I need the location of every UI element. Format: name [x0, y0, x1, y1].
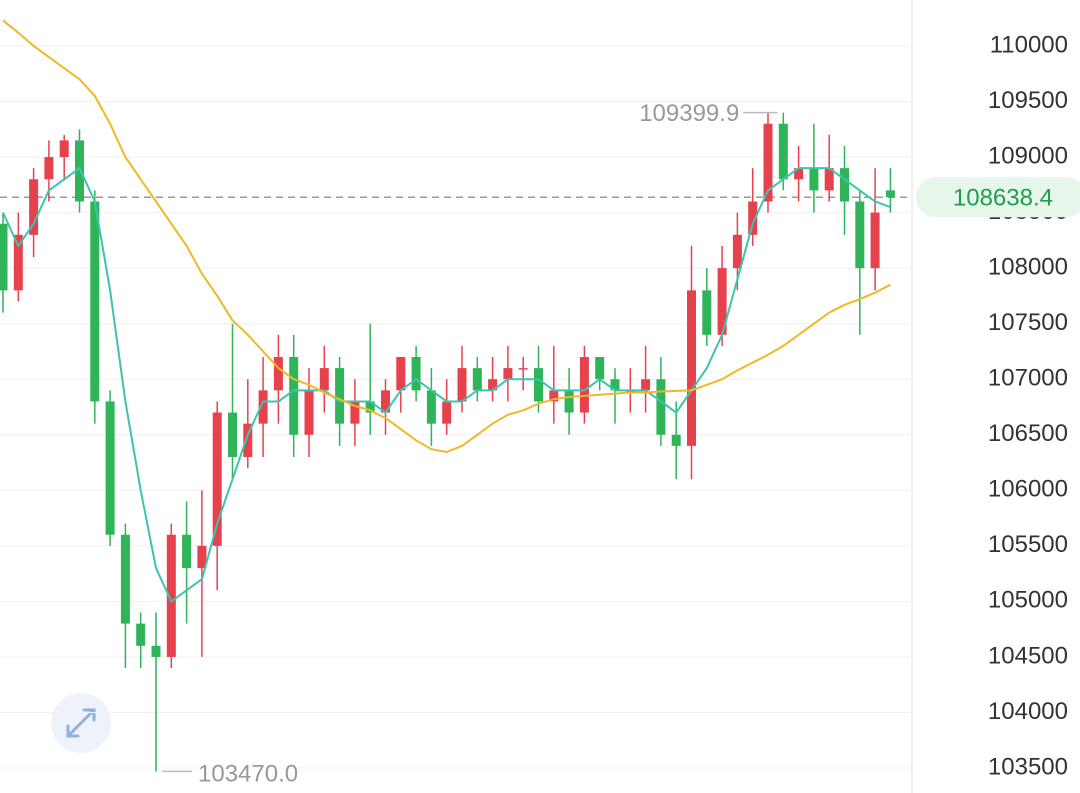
candle-body — [304, 390, 314, 435]
candle-body — [426, 390, 436, 424]
candle-body — [151, 645, 161, 657]
candle-body — [855, 201, 865, 269]
candle-body — [289, 357, 299, 435]
candle-body — [0, 223, 8, 291]
candle-body — [457, 368, 467, 402]
candle-body — [885, 190, 895, 198]
candle-body — [258, 390, 268, 424]
candle-body — [518, 368, 528, 370]
y-tick-label: 107500 — [988, 309, 1068, 336]
candle-body — [13, 234, 23, 291]
candle-body — [870, 212, 880, 269]
candle-body — [687, 290, 696, 446]
high-label: 109399.9 — [639, 100, 739, 127]
candle-body — [75, 140, 84, 202]
candle-body — [319, 368, 329, 391]
y-tick-label: 103500 — [988, 753, 1068, 780]
expand-icon[interactable] — [51, 693, 111, 753]
moving-average-line — [2, 166, 891, 603]
last-price-badge — [916, 177, 1080, 218]
candle-body — [381, 390, 390, 413]
y-tick-label: 108000 — [988, 253, 1068, 280]
candle-body — [671, 434, 681, 446]
candle-body — [809, 168, 819, 191]
y-tick-label: 106500 — [988, 420, 1068, 447]
y-tick-label: 110000 — [990, 31, 1068, 58]
y-tick-label: 105000 — [988, 587, 1068, 614]
candle-body — [472, 368, 482, 391]
candle-body — [656, 379, 666, 435]
y-tick-label: 109000 — [988, 142, 1068, 169]
candle-body — [197, 545, 207, 569]
y-tick-label: 104500 — [988, 642, 1068, 669]
candle-body — [90, 201, 100, 402]
candle-body — [273, 357, 283, 391]
candle-body — [120, 534, 130, 624]
candle-body — [105, 401, 115, 535]
candle-body — [763, 123, 773, 202]
candle-body — [243, 423, 253, 457]
candle-body — [228, 412, 237, 457]
candle-body — [824, 168, 834, 191]
candle-body — [59, 140, 69, 158]
candle-body — [136, 623, 146, 646]
candle-body — [840, 168, 849, 202]
candle-body — [335, 368, 345, 424]
moving-average-line — [2, 19, 891, 454]
candle-body — [534, 368, 543, 402]
candle-body — [794, 168, 804, 180]
candle-body — [641, 379, 651, 391]
candle-body — [166, 534, 176, 657]
candle-body — [778, 123, 788, 180]
y-tick-label: 105500 — [988, 531, 1068, 558]
candle-body — [503, 368, 513, 380]
candle-body — [44, 157, 54, 180]
candle-body — [717, 268, 727, 335]
y-tick-label: 109500 — [988, 87, 1068, 114]
candle-body — [29, 179, 39, 235]
candle-body — [411, 357, 421, 391]
candle-body — [595, 357, 605, 380]
y-tick-label: 104000 — [988, 698, 1068, 725]
candle-body — [610, 379, 620, 391]
candle-body — [732, 234, 742, 269]
y-tick-label: 106000 — [988, 476, 1068, 503]
candle-body — [442, 401, 452, 424]
candle-body — [212, 412, 222, 546]
last-price-label: 108638.4 — [953, 185, 1053, 212]
candle-body — [396, 357, 406, 391]
y-tick-label: 107000 — [988, 365, 1068, 392]
candle-body — [182, 534, 192, 569]
candle-body — [702, 290, 712, 335]
candle-body — [564, 390, 574, 413]
candle-body — [549, 390, 559, 402]
candle-body — [365, 401, 375, 413]
candle-body — [488, 379, 498, 391]
low-label: 103470.0 — [198, 761, 298, 788]
candle-body — [748, 201, 758, 235]
candle-body — [350, 401, 360, 424]
candle-body — [579, 357, 589, 413]
expand-glyph — [66, 708, 96, 738]
